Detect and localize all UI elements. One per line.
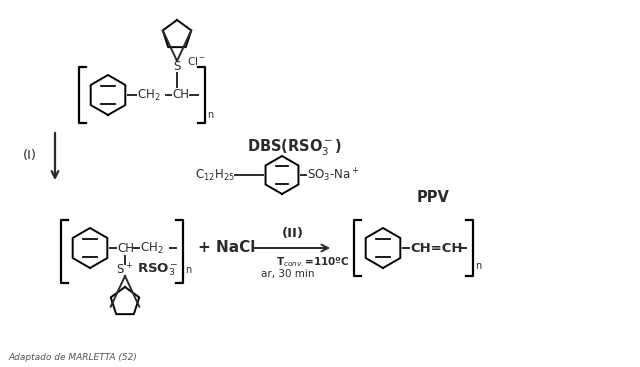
Text: T$_{conv.}$=110ºC: T$_{conv.}$=110ºC: [276, 255, 349, 269]
Text: DBS(RSO$_3^-$): DBS(RSO$_3^-$): [247, 138, 342, 158]
Text: CH=CH: CH=CH: [410, 241, 463, 254]
Text: S: S: [173, 61, 180, 73]
Text: + NaCl: + NaCl: [198, 240, 255, 255]
Text: S$^+$: S$^+$: [116, 262, 134, 278]
Text: CH$_2$: CH$_2$: [140, 240, 164, 255]
Text: n: n: [207, 110, 213, 120]
Text: ar, 30 min: ar, 30 min: [261, 269, 315, 279]
Text: Cl$^-$: Cl$^-$: [187, 55, 206, 67]
Text: SO$_3$-Na$^+$: SO$_3$-Na$^+$: [307, 166, 360, 184]
Text: (I): (I): [23, 149, 37, 161]
Text: n: n: [475, 261, 481, 271]
Text: PPV: PPV: [417, 190, 449, 206]
Text: n: n: [185, 265, 191, 275]
Text: (II): (II): [282, 228, 304, 240]
Text: Adaptado de MARLETTA (52): Adaptado de MARLETTA (52): [8, 353, 137, 363]
Text: CH: CH: [172, 88, 189, 102]
Text: CH: CH: [117, 241, 134, 254]
Text: CH$_2$: CH$_2$: [137, 87, 161, 102]
Text: RSO$_3^-$: RSO$_3^-$: [137, 262, 179, 278]
Text: C$_{12}$H$_{25}$: C$_{12}$H$_{25}$: [195, 167, 235, 182]
